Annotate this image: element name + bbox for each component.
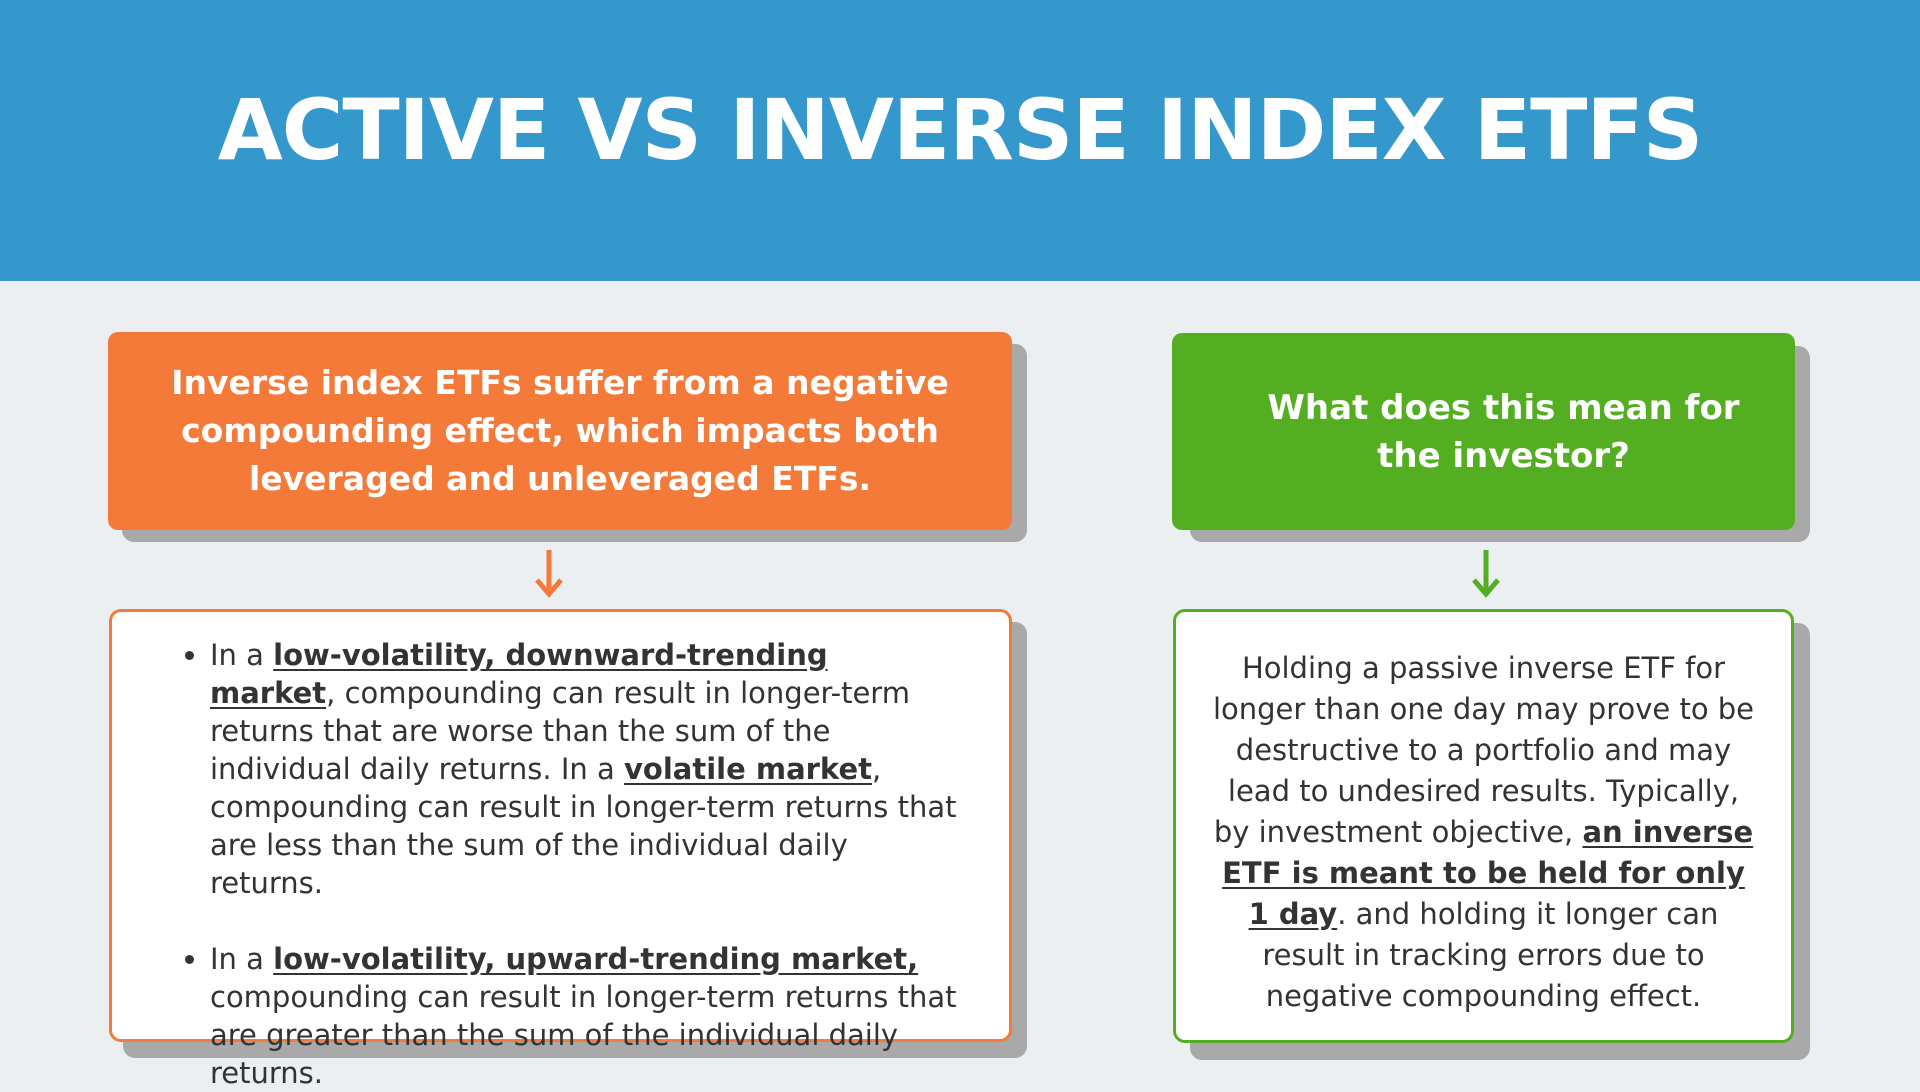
- right-body-text: Holding a passive inverse ETF for longer…: [1212, 651, 1755, 1013]
- left-heading-text: Inverse index ETFs suffer from a negativ…: [171, 363, 949, 498]
- bullet-item-downward: In a low-volatility, downward-trending m…: [210, 636, 959, 902]
- emphasis-downward-market: low-volatility, downward-trending market: [210, 638, 828, 710]
- right-heading-box: What does this mean for the investor?: [1172, 333, 1795, 530]
- header-banner: ACTIVE VS INVERSE INDEX ETFS: [0, 0, 1920, 281]
- left-body-box: In a low-volatility, downward-trending m…: [109, 609, 1012, 1090]
- emphasis-upward-market: low-volatility, upward-trending market,: [273, 942, 919, 976]
- left-heading-box: Inverse index ETFs suffer from a negativ…: [108, 332, 1012, 530]
- right-body-box: Holding a passive inverse ETF for longer…: [1173, 609, 1794, 1043]
- bullet-item-upward: In a low-volatility, upward-trending mar…: [210, 940, 959, 1092]
- right-arrow-down-icon: [1472, 550, 1500, 598]
- left-arrow-down-icon: [535, 550, 563, 598]
- page-title: ACTIVE VS INVERSE INDEX ETFS: [217, 80, 1704, 179]
- emphasis-held-one-day: an inverse ETF is meant to be held for o…: [1222, 815, 1754, 931]
- bullet-list: In a low-volatility, downward-trending m…: [170, 636, 959, 1092]
- emphasis-volatile-market: volatile market: [624, 752, 872, 786]
- right-heading-text: What does this mean for the investor?: [1267, 387, 1740, 476]
